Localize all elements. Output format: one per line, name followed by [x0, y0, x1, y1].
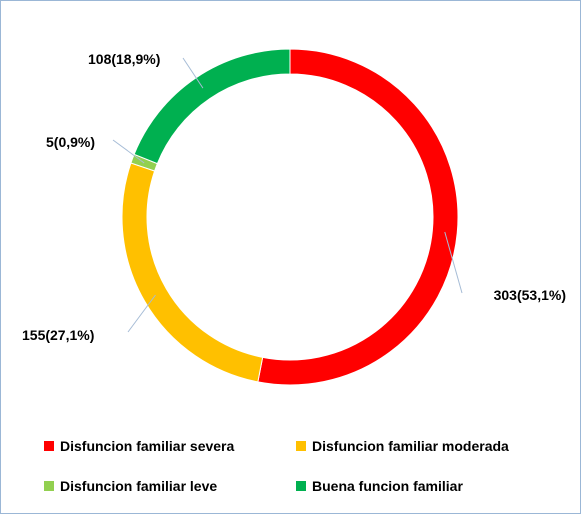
slice-moderada [121, 162, 264, 383]
leader-line-moderada [127, 294, 156, 333]
legend-swatch-moderada [296, 441, 306, 451]
leader-line-buena [182, 57, 204, 89]
data-label-severa: 303(53,1%) [494, 287, 566, 303]
legend-label-buena: Buena funcion familiar [312, 478, 463, 494]
leader-line-leve [112, 139, 145, 164]
slice-severa [257, 48, 459, 386]
legend-label-leve: Disfuncion familiar leve [60, 478, 218, 494]
legend-swatch-leve [44, 481, 54, 491]
legend-item-severa: Disfuncion familiar severa [44, 436, 296, 456]
legend-swatch-buena [296, 481, 306, 491]
data-label-leve: 5(0,9%) [46, 134, 95, 150]
legend-item-moderada: Disfuncion familiar moderada [296, 436, 556, 456]
legend-swatch-severa [44, 441, 54, 451]
slice-buena [133, 48, 291, 165]
leader-line-severa [444, 231, 463, 294]
legend: Disfuncion familiar severa Disfuncion fa… [44, 436, 564, 496]
legend-label-moderada: Disfuncion familiar moderada [312, 438, 509, 454]
doughnut-chart: 303(53,1%) 155(27,1%) 5(0,9%) 108(18,9%) [22, 48, 566, 386]
data-label-moderada: 155(27,1%) [22, 327, 94, 343]
legend-label-severa: Disfuncion familiar severa [60, 438, 235, 454]
legend-item-buena: Buena funcion familiar [296, 476, 556, 496]
data-label-buena: 108(18,9%) [88, 51, 160, 67]
legend-item-leve: Disfuncion familiar leve [44, 476, 296, 496]
